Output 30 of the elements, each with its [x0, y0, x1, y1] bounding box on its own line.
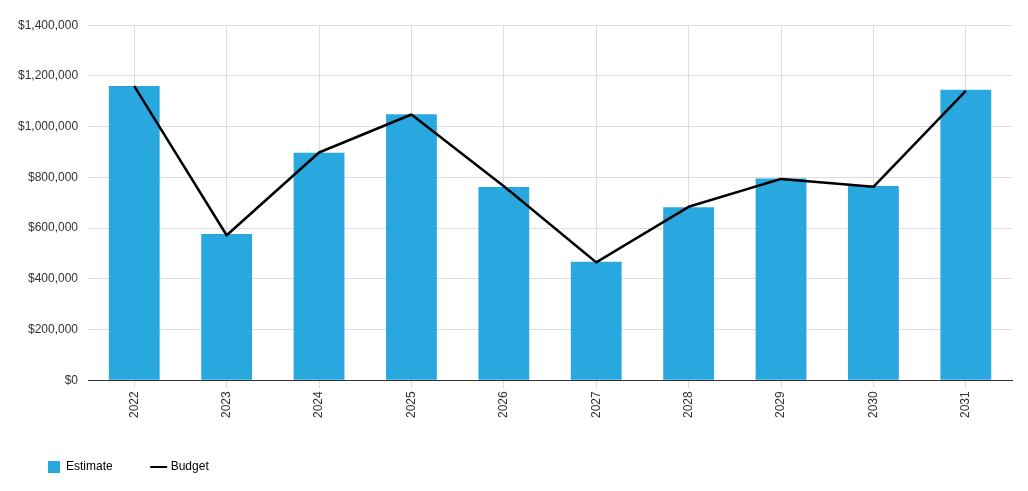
x-tick-label: 2029	[773, 390, 788, 419]
bar	[755, 178, 807, 380]
y-tick-label: $1,200,000	[18, 68, 79, 83]
bar	[201, 233, 253, 380]
x-tick-label: 2028	[680, 390, 695, 419]
legend-label: Budget	[170, 459, 210, 474]
y-tick-label: $600,000	[28, 220, 79, 235]
x-tick-label: 2031	[958, 390, 973, 419]
bar	[293, 152, 345, 380]
x-tick-label: 2023	[218, 390, 233, 419]
y-tick-label: $0	[64, 372, 79, 387]
bar	[663, 207, 715, 380]
x-tick-label: 2024	[311, 390, 326, 419]
x-tick-label: 2030	[865, 390, 880, 419]
y-tick-label: $1,000,000	[18, 118, 79, 133]
bar	[386, 114, 437, 380]
y-tick-label: $1,400,000	[18, 17, 79, 32]
bar	[940, 89, 992, 380]
x-tick-label: 2025	[403, 390, 418, 419]
x-tick-label: 2027	[588, 390, 603, 419]
bar	[108, 86, 160, 380]
bar	[848, 186, 899, 380]
y-tick-label: $200,000	[28, 321, 79, 336]
x-tick-label: 2022	[126, 390, 141, 419]
x-tick-label: 2026	[496, 390, 511, 419]
legend-label: Estimate	[66, 459, 114, 474]
bar	[570, 261, 622, 380]
y-tick-label: $800,000	[28, 169, 79, 184]
bar	[478, 187, 530, 380]
y-tick-label: $400,000	[28, 271, 79, 286]
